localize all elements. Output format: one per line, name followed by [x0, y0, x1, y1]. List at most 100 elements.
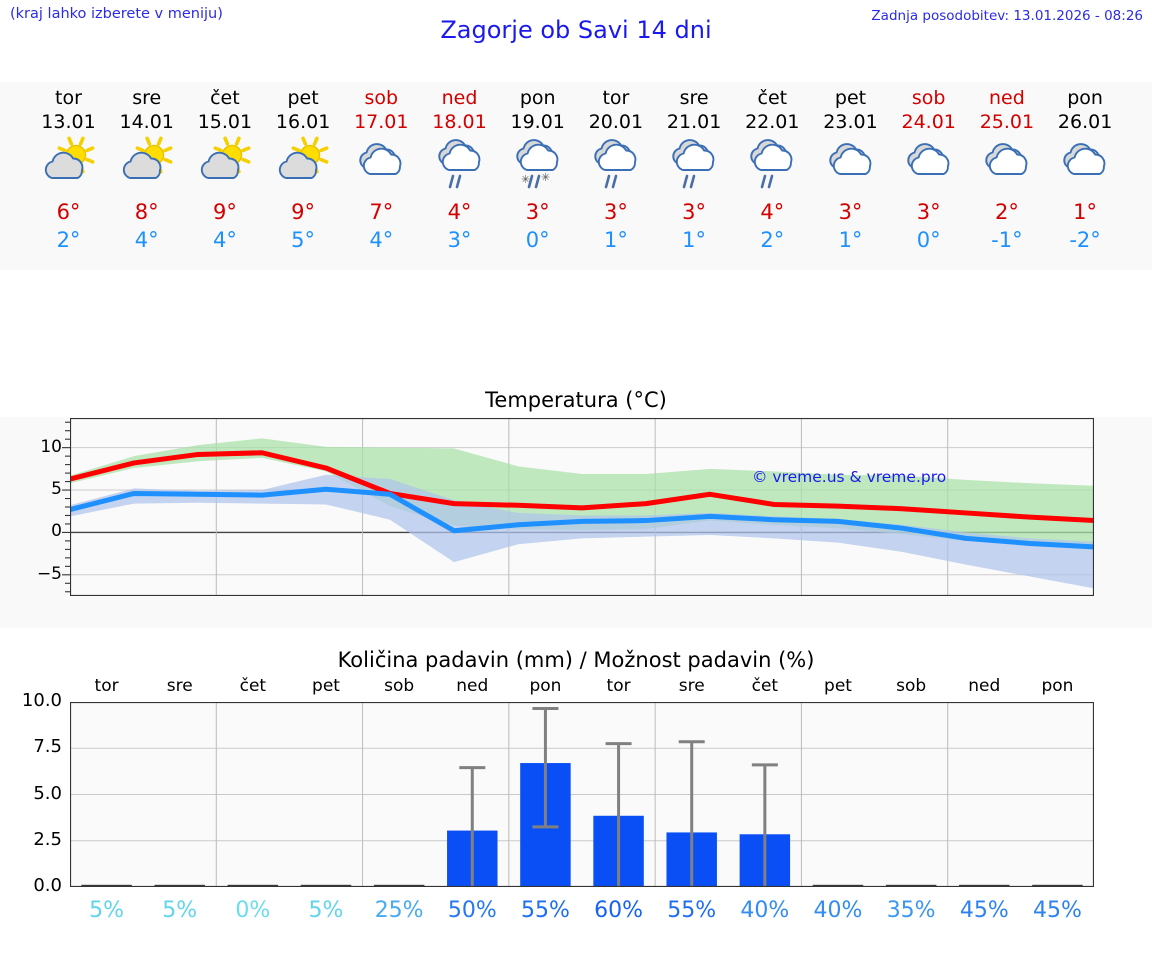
precipitation-probability-label: 40% [740, 898, 790, 923]
day-name: ned [441, 87, 478, 109]
day-max-temp: 3° [525, 200, 550, 224]
cloud-sleet-icon: ✳ ✳ [498, 136, 577, 194]
sun-behind-cloud-icon [107, 136, 186, 194]
precipitation-day-labels: tor sre čet pet sob ned pon tor sre čet pet sob ned p… [0, 676, 1152, 698]
day-forecast-card[interactable]: pet 16.01 9° 5° [264, 82, 343, 270]
day-date: 17.01 [354, 111, 409, 133]
day-name: pet [287, 87, 319, 109]
day-forecast-card[interactable]: sob 24.01 3° 0° [889, 82, 968, 270]
precipitation-probability-label: 0% [235, 898, 271, 923]
day-date: 20.01 [588, 111, 644, 133]
day-min-temp: 3° [447, 228, 472, 252]
day-max-temp: 1° [1073, 200, 1098, 224]
day-min-temp: 4° [369, 228, 394, 252]
day-max-temp: 3° [682, 200, 707, 224]
cloud-icon [811, 136, 890, 194]
day-name: sre [132, 87, 162, 109]
day-date: 25.01 [979, 111, 1035, 133]
day-date: 16.01 [275, 111, 331, 133]
precipitation-day-label: sre [166, 676, 193, 696]
day-date: 15.01 [197, 111, 253, 133]
precipitation-day-label: tor [94, 676, 119, 696]
day-forecast-card[interactable]: pon 26.01 1° -2° [1046, 82, 1125, 270]
day-min-temp: 0° [916, 228, 941, 252]
precipitation-day-label: sre [678, 676, 705, 696]
precipitation-y-tick-label: 10.0 [21, 690, 62, 711]
day-forecast-card[interactable]: čet 22.01 4° 2° [733, 82, 812, 270]
sun-behind-cloud-icon [264, 136, 343, 194]
day-date: 22.01 [745, 111, 800, 133]
day-forecast-card[interactable]: ned 18.01 4° 3° [420, 82, 499, 270]
day-forecast-card[interactable]: sob 17.01 7° 4° [342, 82, 421, 270]
day-name: sre [679, 87, 709, 109]
precipitation-probability-label: 35% [886, 898, 936, 923]
day-max-temp: 9° [212, 200, 237, 224]
svg-text:✳: ✳ [541, 171, 550, 184]
precipitation-probability-label: 55% [667, 898, 717, 923]
day-name: tor [602, 87, 630, 109]
precipitation-y-tick-label: 0.0 [33, 875, 62, 896]
day-max-temp: 3° [838, 200, 863, 224]
precipitation-probability-label: 45% [959, 898, 1009, 923]
daily-forecast-strip: tor 13.01 6° 2° sre 14.01 8° 4° čet 15.01 9° 4° pet 1… [0, 82, 1152, 270]
precipitation-day-label: pon [529, 676, 562, 696]
cloud-icon [889, 136, 968, 194]
day-forecast-card[interactable]: pet 23.01 3° 1° [811, 82, 890, 270]
precipitation-probability-row: 5% 5% 0% 5% 25% 50% 55% 60% 55% 40% 40% 35% 45% 45% [0, 898, 1152, 932]
temperature-plot-area [67, 417, 1097, 597]
temperature-y-tick-label: 5 [51, 479, 62, 500]
precipitation-probability-label: 40% [813, 898, 863, 923]
day-name: čet [757, 87, 788, 109]
page-title: Zagorje ob Savi 14 dni [440, 16, 712, 44]
day-forecast-card[interactable]: tor 13.01 6° 2° [29, 82, 108, 270]
precipitation-probability-label: 45% [1032, 898, 1082, 923]
precipitation-day-label: čet [239, 676, 267, 696]
cloud-rain-icon [420, 136, 499, 194]
precipitation-probability-label: 50% [447, 898, 497, 923]
precipitation-day-label: čet [751, 676, 779, 696]
svg-text:✳: ✳ [521, 173, 530, 186]
day-forecast-card[interactable]: pon 19.01 ✳ ✳ 3° 0° [498, 82, 577, 270]
day-name: pon [1067, 87, 1103, 109]
precipitation-chart-title: Količina padavin (mm) / Možnost padavin … [337, 648, 815, 672]
precipitation-probability-label: 60% [594, 898, 644, 923]
precipitation-day-label: ned [968, 676, 1001, 696]
day-name: tor [55, 87, 82, 109]
page-header: (kraj lahko izberete v meniju) Zagorje o… [0, 0, 1152, 48]
precipitation-day-label: pet [312, 676, 340, 696]
day-date: 13.01 [41, 111, 96, 133]
precipitation-day-label: pon [1041, 676, 1074, 696]
precipitation-day-label: sob [384, 676, 415, 696]
precipitation-probability-label: 5% [308, 898, 344, 923]
day-max-temp: 4° [760, 200, 785, 224]
day-date: 14.01 [119, 111, 174, 133]
day-name: pon [519, 87, 556, 109]
precipitation-plot-area [69, 701, 1095, 888]
day-max-temp: 7° [369, 200, 394, 224]
day-max-temp: 3° [603, 200, 628, 224]
precipitation-y-tick-label: 2.5 [33, 828, 62, 850]
precipitation-day-label: sob [896, 676, 927, 696]
sun-behind-cloud-icon [29, 136, 108, 194]
day-name: ned [988, 87, 1025, 109]
precipitation-probability-label: 25% [374, 898, 424, 923]
day-forecast-card[interactable]: tor 20.01 3° 1° [576, 82, 655, 270]
precipitation-y-tick-label: 5.0 [33, 782, 62, 804]
precipitation-probability-label: 55% [520, 898, 570, 923]
day-max-temp: 9° [291, 200, 316, 224]
day-max-temp: 6° [56, 200, 81, 224]
sun-behind-cloud-icon [185, 136, 264, 194]
day-date: 23.01 [823, 111, 878, 133]
day-min-temp: -2° [1069, 228, 1101, 252]
day-forecast-card[interactable]: sre 21.01 3° 1° [655, 82, 734, 270]
temperature-y-tick-label: 10 [40, 436, 62, 457]
day-forecast-card[interactable]: čet 15.01 9° 4° [185, 82, 264, 270]
temperature-y-tick-label: −5 [36, 563, 62, 584]
cloud-icon [342, 136, 421, 194]
cloud-rain-icon [655, 136, 734, 194]
day-forecast-card[interactable]: ned 25.01 2° -1° [967, 82, 1046, 270]
day-forecast-card[interactable]: sre 14.01 8° 4° [107, 82, 186, 270]
chart-title-backdrop [0, 380, 1152, 417]
cloud-rain-icon [576, 136, 655, 194]
